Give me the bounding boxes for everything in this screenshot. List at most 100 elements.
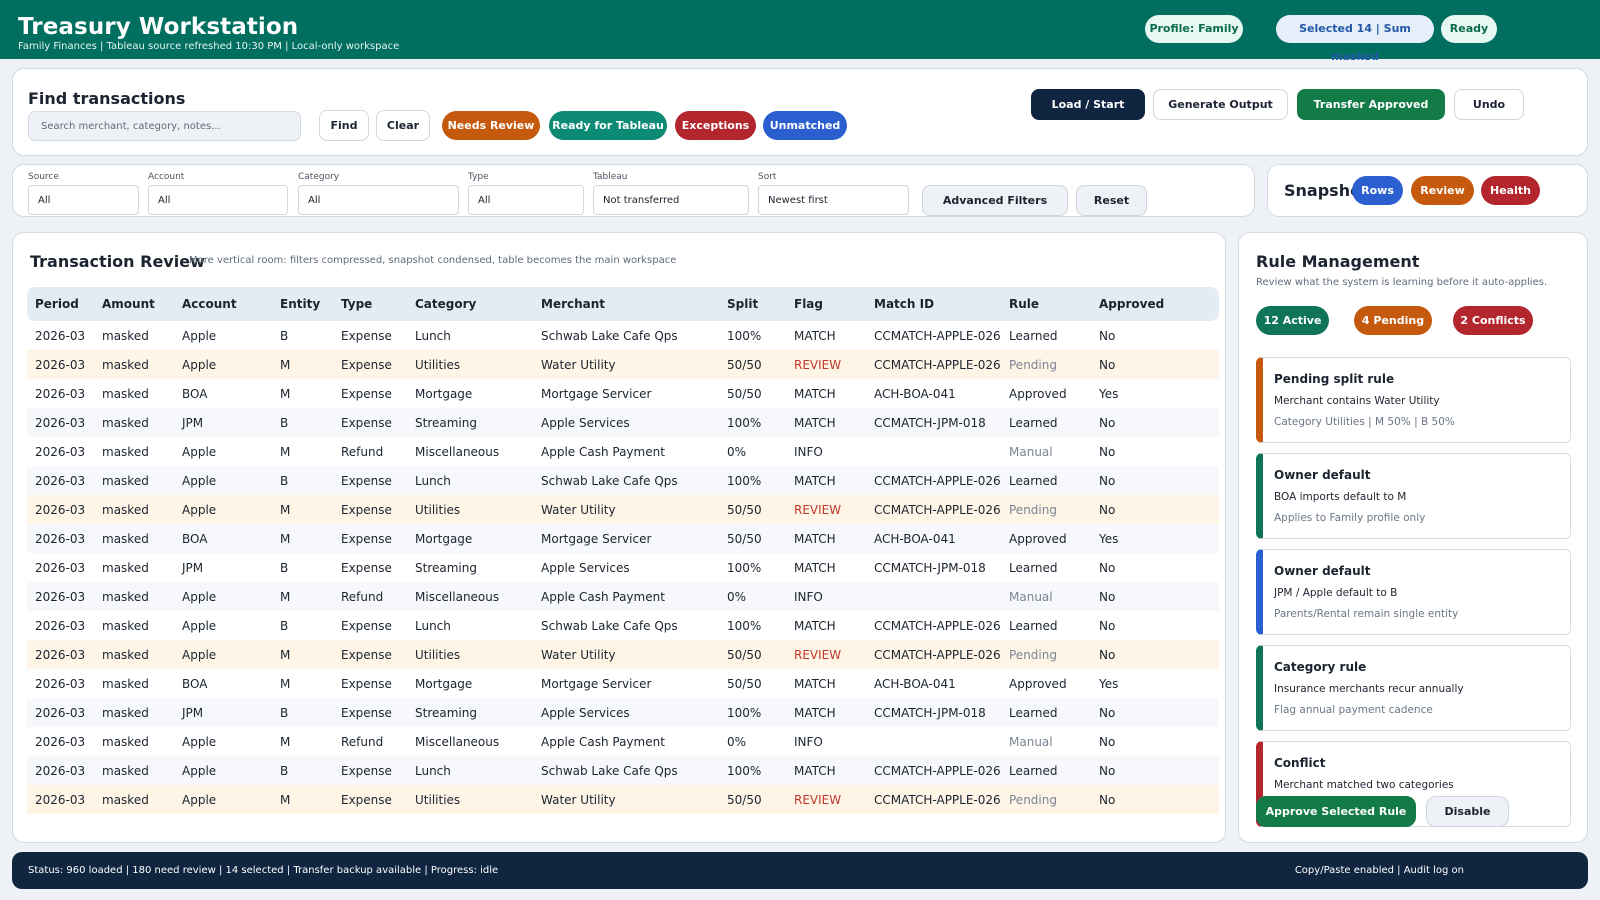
cell-flag: MATCH (794, 387, 836, 401)
cell-period: 2026-03 (35, 677, 86, 691)
pending-rules-badge[interactable]: 4 Pending (1354, 306, 1432, 335)
column-header-approved[interactable]: Approved (1099, 297, 1165, 311)
cell-category: Utilities (415, 358, 461, 372)
active-rules-badge[interactable]: 12 Active (1256, 306, 1329, 335)
snapshot-review-chip[interactable]: Review (1411, 176, 1474, 205)
cell-flag: REVIEW (794, 648, 842, 662)
cell-split: 0% (727, 735, 747, 749)
reset-filters-button[interactable]: Reset (1076, 185, 1147, 216)
transfer-approved-button[interactable]: Transfer Approved (1297, 89, 1445, 120)
table-row[interactable]: 2026-03 masked Apple M Expense Utilities Water… (27, 495, 1219, 524)
cell-split: 50/50 (727, 532, 762, 546)
cell-type: Expense (341, 358, 392, 372)
type-filter-label: Type (468, 172, 489, 182)
cell-flag: INFO (794, 445, 823, 459)
table-row[interactable]: 2026-03 masked JPM B Expense Streaming Apple S… (27, 408, 1219, 437)
rule-card-title: Conflict (1274, 756, 1326, 770)
sort-select[interactable]: Newest first (758, 185, 909, 215)
tableau-select[interactable]: Not transferred (593, 185, 749, 215)
cell-split: 100% (727, 561, 762, 575)
rule-card-owner-default-jpm[interactable]: Owner default JPM / Apple default to B P… (1256, 549, 1571, 635)
table-row[interactable]: 2026-03 masked Apple M Refund Miscellaneous Ap… (27, 727, 1219, 756)
column-header-match-id[interactable]: Match ID (874, 297, 935, 311)
table-row[interactable]: 2026-03 masked Apple B Expense Lunch Schwab La… (27, 756, 1219, 785)
column-header-split[interactable]: Split (727, 297, 759, 311)
cell-entity: B (280, 619, 289, 633)
cell-merchant: Mortgage Servicer (541, 532, 652, 546)
cell-split: 50/50 (727, 648, 762, 662)
rule-card-detail: Category Utilities | M 50% | B 50% (1274, 416, 1455, 428)
column-header-flag[interactable]: Flag (794, 297, 823, 311)
rule-card-pending-split[interactable]: Pending split rule Merchant contains Wat… (1256, 357, 1571, 443)
conflict-rules-badge[interactable]: 2 Conflicts (1453, 306, 1533, 335)
source-filter-label: Source (28, 172, 59, 182)
table-row[interactable]: 2026-03 masked Apple B Expense Lunch Schwab La… (27, 611, 1219, 640)
cell-split: 50/50 (727, 677, 762, 691)
source-select[interactable]: All (28, 185, 139, 215)
cell-account: BOA (182, 532, 208, 546)
cell-type: Expense (341, 474, 392, 488)
find-button[interactable]: Find (319, 110, 369, 141)
table-row[interactable]: 2026-03 masked BOA M Expense Mortgage Mortgage… (27, 669, 1219, 698)
rule-card-owner-default-boa[interactable]: Owner default BOA imports default to M A… (1256, 453, 1571, 539)
needs-review-chip[interactable]: Needs Review (442, 111, 540, 140)
generate-output-button[interactable]: Generate Output (1153, 89, 1288, 120)
cell-merchant: Apple Services (541, 416, 630, 430)
table-row[interactable]: 2026-03 masked JPM B Expense Streaming Apple S… (27, 698, 1219, 727)
disable-rule-button[interactable]: Disable (1426, 796, 1509, 827)
unmatched-chip[interactable]: Unmatched (763, 111, 847, 140)
undo-button[interactable]: Undo (1454, 89, 1524, 120)
cell-approved: No (1099, 619, 1116, 633)
column-header-merchant[interactable]: Merchant (541, 297, 606, 311)
rule-card-category-rule[interactable]: Category rule Insurance merchants recur … (1256, 645, 1571, 731)
cell-entity: M (280, 445, 291, 459)
column-header-type[interactable]: Type (341, 297, 373, 311)
column-header-category[interactable]: Category (415, 297, 477, 311)
cell-merchant: Apple Cash Payment (541, 590, 665, 604)
profile-pill[interactable]: Profile: Family (1145, 15, 1243, 43)
table-row[interactable]: 2026-03 masked Apple B Expense Lunch Schwab La… (27, 466, 1219, 495)
column-header-entity[interactable]: Entity (280, 297, 321, 311)
table-row[interactable]: 2026-03 masked Apple M Expense Utilities Water… (27, 640, 1219, 669)
cell-period: 2026-03 (35, 590, 86, 604)
column-header-account[interactable]: Account (182, 297, 237, 311)
cell-type: Expense (341, 677, 392, 691)
table-row[interactable]: 2026-03 masked BOA M Expense Mortgage Mortgage… (27, 379, 1219, 408)
selection-pill: Selected 14 | Sum masked (1276, 15, 1434, 63)
cell-rule: Learned (1009, 329, 1058, 343)
cell-type: Expense (341, 387, 392, 401)
column-header-rule[interactable]: Rule (1009, 297, 1040, 311)
approve-selected-rule-button[interactable]: Approve Selected Rule (1256, 796, 1416, 827)
advanced-filters-button[interactable]: Advanced Filters (922, 185, 1068, 216)
load-start-button[interactable]: Load / Start (1031, 89, 1145, 120)
cell-split: 0% (727, 590, 747, 604)
cell-entity: B (280, 764, 289, 778)
cell-rule: Manual (1009, 735, 1053, 749)
ready-for-tableau-chip[interactable]: Ready for Tableau (549, 111, 667, 140)
account-select[interactable]: All (148, 185, 288, 215)
cell-amount: masked (102, 329, 149, 343)
cell-period: 2026-03 (35, 735, 86, 749)
cell-account: Apple (182, 474, 217, 488)
search-input[interactable] (28, 111, 301, 141)
table-row[interactable]: 2026-03 masked Apple M Refund Miscellaneous Ap… (27, 437, 1219, 466)
clear-button[interactable]: Clear (376, 110, 430, 141)
table-row[interactable]: 2026-03 masked BOA M Expense Mortgage Mortgage… (27, 524, 1219, 553)
type-select[interactable]: All (468, 185, 584, 215)
snapshot-health-chip[interactable]: Health (1481, 176, 1540, 205)
table-row[interactable]: 2026-03 masked Apple M Expense Utilities Water… (27, 350, 1219, 379)
category-select[interactable]: All (298, 185, 459, 215)
cell-category: Mortgage (415, 677, 473, 691)
table-row[interactable]: 2026-03 masked Apple M Refund Miscellaneous Ap… (27, 582, 1219, 611)
table-row[interactable]: 2026-03 masked JPM B Expense Streaming Apple S… (27, 553, 1219, 582)
exceptions-chip[interactable]: Exceptions (675, 111, 756, 140)
cell-type: Expense (341, 706, 392, 720)
column-header-amount[interactable]: Amount (102, 297, 155, 311)
rule-card-title: Category rule (1274, 660, 1367, 674)
table-row[interactable]: 2026-03 masked Apple M Expense Utilities Water… (27, 785, 1219, 814)
cell-amount: masked (102, 358, 149, 372)
table-row[interactable]: 2026-03 masked Apple B Expense Lunch Schwab La… (27, 321, 1219, 350)
cell-period: 2026-03 (35, 416, 86, 430)
snapshot-rows-chip[interactable]: Rows (1352, 176, 1403, 205)
column-header-period[interactable]: Period (35, 297, 79, 311)
